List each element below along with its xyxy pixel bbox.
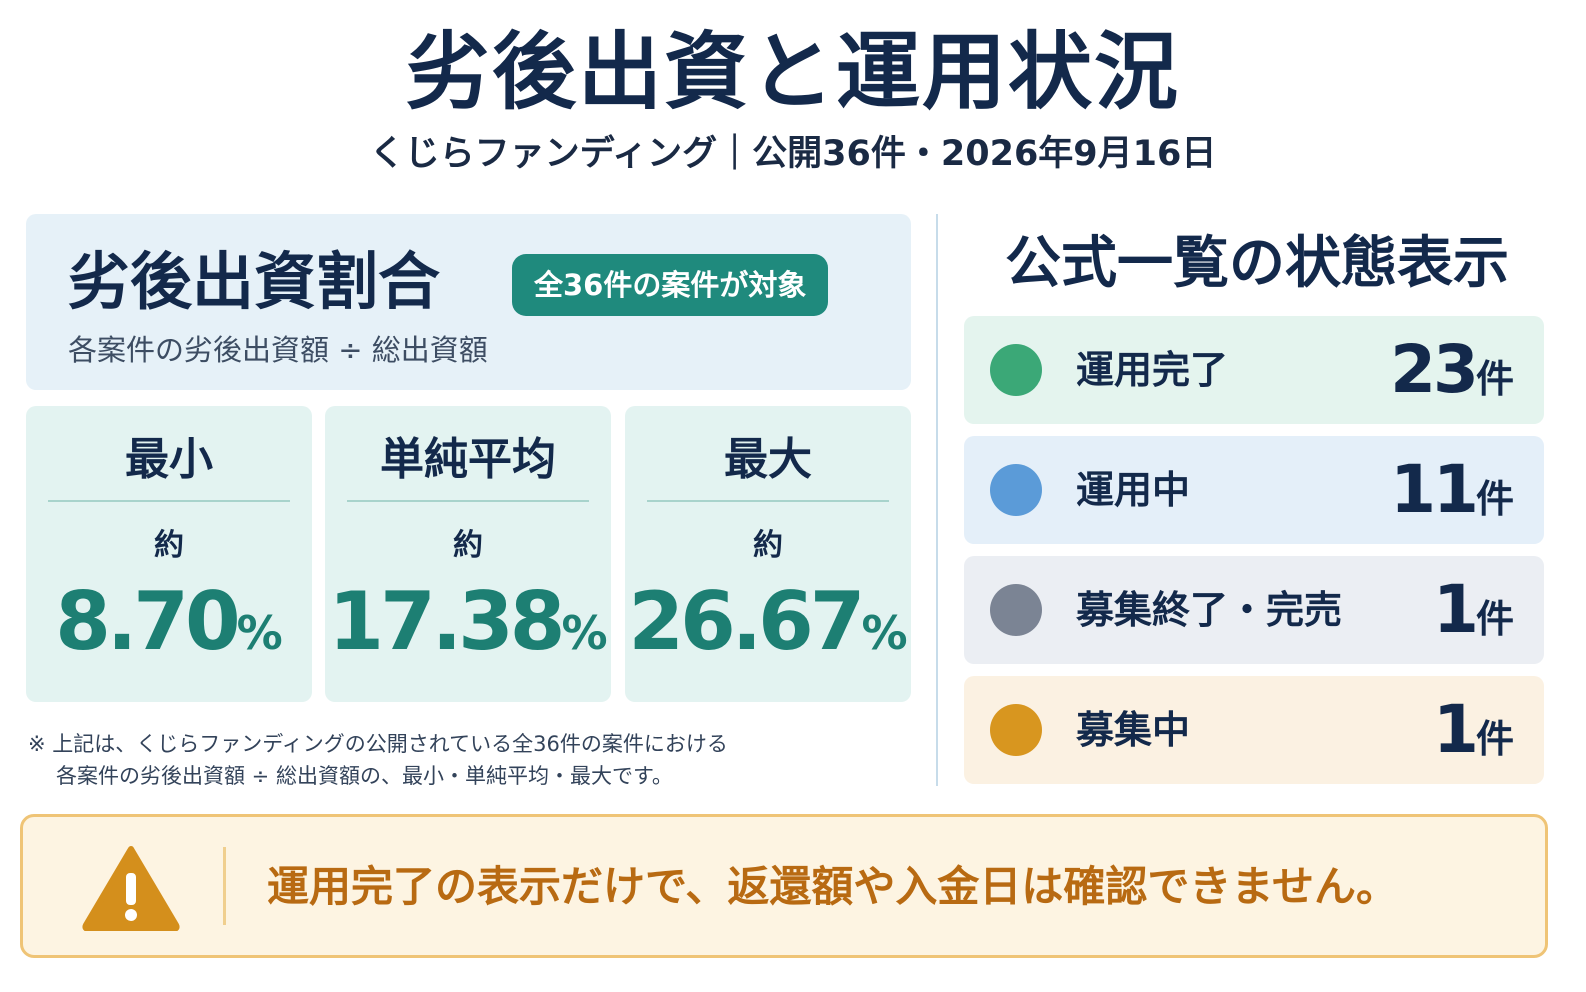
warning-triangle-icon — [82, 846, 180, 931]
status-count-unit: 件 — [1475, 477, 1514, 521]
stat-unit: % — [861, 606, 908, 660]
status-count-unit: 件 — [1475, 717, 1514, 761]
warning-banner: 運用完了の表示だけで、返還額や入金日は確認できません。 — [20, 814, 1548, 958]
stat-approx: 約 — [753, 528, 783, 563]
stat-card-max: 最大 約 26.67% — [625, 406, 911, 702]
stat-label: 単純平均 — [380, 434, 556, 485]
status-title: 公式一覧の状態表示 — [1005, 231, 1509, 296]
status-label: 運用完了 — [1076, 348, 1229, 392]
status-count: 1件 — [1433, 690, 1514, 779]
ratio-formula: 各案件の劣後出資額 ÷ 総出資額 — [68, 333, 488, 367]
stat-divider — [48, 500, 290, 502]
status-count: 11件 — [1390, 450, 1514, 539]
stat-value: 17.38% — [325, 572, 611, 683]
stat-number: 8.70 — [55, 575, 240, 668]
stat-unit: % — [236, 606, 283, 660]
stat-card-average: 単純平均 約 17.38% — [325, 406, 611, 702]
status-dot-icon — [990, 464, 1042, 516]
status-count-unit: 件 — [1475, 597, 1514, 641]
status-label: 運用中 — [1076, 468, 1191, 512]
stat-number: 17.38 — [328, 575, 565, 668]
status-row-completed: 運用完了 23件 — [964, 316, 1544, 424]
status-row-closed-soldout: 募集終了・完売 1件 — [964, 556, 1544, 664]
stat-approx: 約 — [154, 528, 184, 563]
stat-card-min: 最小 約 8.70% — [26, 406, 312, 702]
page-subtitle: くじらファンディング｜公開36件・2026年9月16日 — [369, 134, 1217, 174]
warning-text: 運用完了の表示だけで、返還額や入金日は確認できません。 — [267, 862, 1399, 911]
status-label: 募集終了・完売 — [1076, 588, 1343, 632]
status-count-number: 23 — [1390, 331, 1479, 408]
stat-approx: 約 — [453, 528, 483, 563]
footnote-line-1: ※ 上記は、くじらファンディングの公開されている全36件の案件における — [28, 732, 728, 756]
warning-separator — [223, 847, 226, 925]
stat-divider — [347, 500, 589, 502]
vertical-divider — [936, 214, 938, 786]
stat-value: 26.67% — [625, 572, 911, 683]
stat-value: 8.70% — [26, 572, 312, 683]
stat-label: 最小 — [125, 434, 213, 485]
status-count-number: 1 — [1433, 691, 1479, 768]
stat-divider — [647, 500, 889, 502]
status-row-recruiting: 募集中 1件 — [964, 676, 1544, 784]
page-title: 劣後出資と運用状況 — [405, 23, 1180, 121]
stat-number: 26.67 — [628, 575, 865, 668]
status-count-unit: 件 — [1475, 357, 1514, 401]
status-dot-icon — [990, 344, 1042, 396]
footnote-line-2: 各案件の劣後出資額 ÷ 総出資額の、最小・単純平均・最大です。 — [56, 764, 673, 788]
stat-unit: % — [561, 606, 608, 660]
status-count-number: 1 — [1433, 571, 1479, 648]
ratio-title: 劣後出資割合 — [68, 245, 441, 318]
ratio-header-panel: 劣後出資割合 全36件の案件が対象 各案件の劣後出資額 ÷ 総出資額 — [26, 214, 911, 390]
stat-label: 最大 — [724, 434, 812, 485]
status-count-number: 11 — [1390, 451, 1479, 528]
status-count: 23件 — [1390, 330, 1514, 419]
status-count: 1件 — [1433, 570, 1514, 659]
ratio-scope-badge: 全36件の案件が対象 — [512, 254, 829, 316]
status-dot-icon — [990, 704, 1042, 756]
footnote: ※ 上記は、くじらファンディングの公開されている全36件の案件における 各案件の… — [28, 728, 898, 792]
status-label: 募集中 — [1076, 708, 1191, 752]
status-row-operating: 運用中 11件 — [964, 436, 1544, 544]
status-dot-icon — [990, 584, 1042, 636]
